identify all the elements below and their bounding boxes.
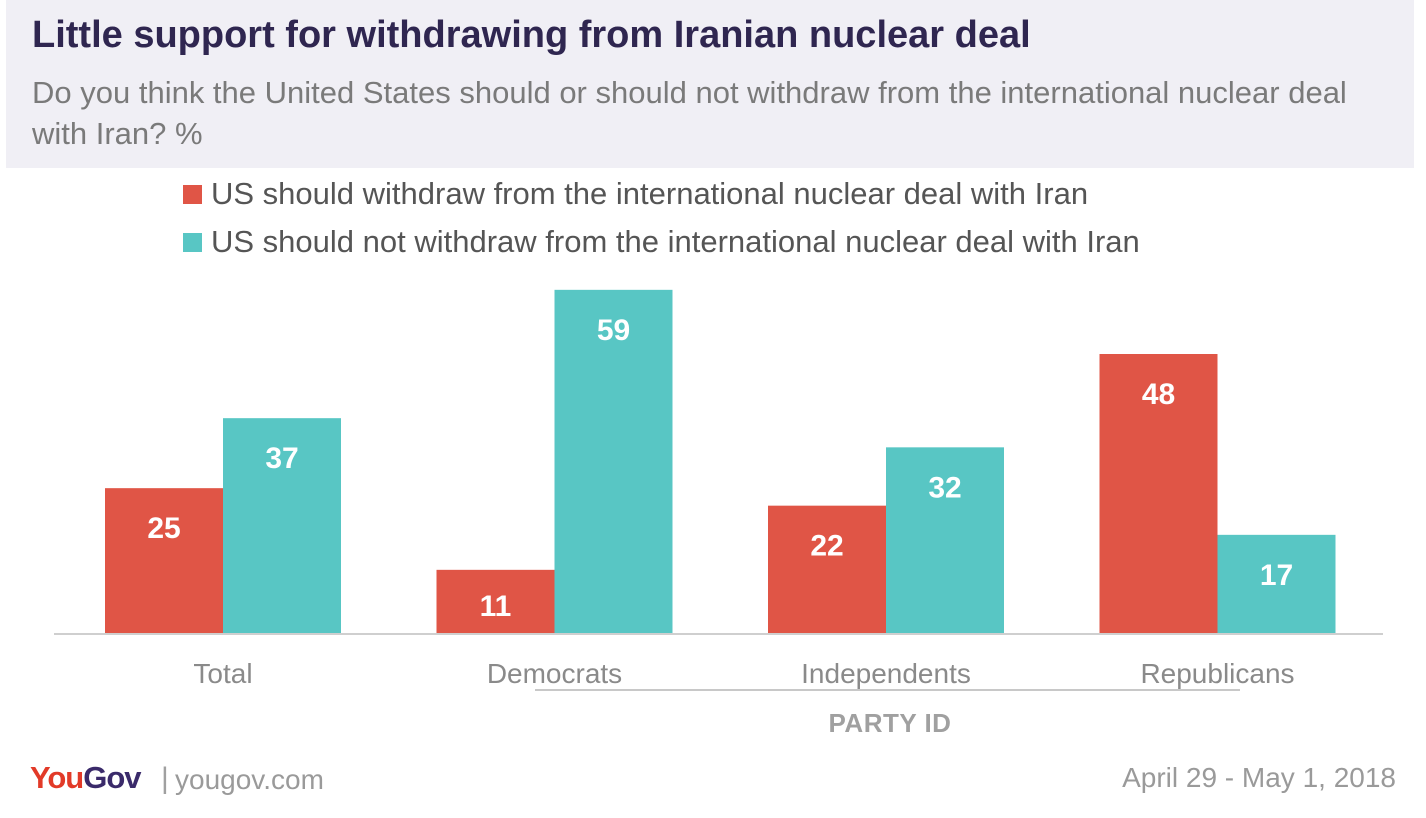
legend-swatch-not-withdraw <box>183 232 202 252</box>
x-axis-title: PARTY ID <box>828 708 952 738</box>
yougov-logo-you: You <box>30 760 84 795</box>
x-tick-label-total: Total <box>193 658 252 689</box>
value-label-republicans-series-2: 17 <box>1260 559 1293 592</box>
bar-democrats-series-2 <box>554 289 673 634</box>
value-label-democrats-series-2: 59 <box>597 314 630 347</box>
value-label-independents-series-1: 22 <box>810 530 843 563</box>
footer-date: April 29 - May 1, 2018 <box>1122 762 1396 793</box>
header-panel: Little support for withdrawing from Iran… <box>6 0 1414 168</box>
legend-item-not-withdraw: US should not withdraw from the internat… <box>183 218 1140 266</box>
bar-total-series-1 <box>105 488 223 634</box>
chart-title: Little support for withdrawing from Iran… <box>32 14 1031 56</box>
x-tick-labels: Total Democrats Independents Republicans <box>193 658 1294 689</box>
yougov-logo: YouGov <box>30 760 142 796</box>
chart-subtitle: Do you think the United States should or… <box>32 75 1347 151</box>
legend-label-not-withdraw: US should not withdraw from the internat… <box>211 224 1140 259</box>
legend-item-withdraw: US should withdraw from the internationa… <box>183 170 1140 218</box>
footer-url: yougov.com <box>175 764 324 795</box>
value-label-democrats-series-1: 11 <box>480 590 512 623</box>
value-label-independents-series-2: 32 <box>928 471 961 504</box>
x-tick-label-independents: Independents <box>801 658 971 689</box>
value-label-republicans-series-1: 48 <box>1142 378 1175 411</box>
bar-total-series-2 <box>223 418 341 634</box>
legend-swatch-withdraw <box>183 184 202 204</box>
yougov-logo-gov: Gov <box>83 760 141 795</box>
bar-independents-series-1 <box>768 505 886 634</box>
bars-group: 25 37 11 59 22 32 48 17 <box>105 289 1336 634</box>
footer-separator: | <box>161 762 169 795</box>
bar-republicans-series-1 <box>1099 354 1218 634</box>
x-tick-label-republicans: Republicans <box>1140 658 1294 689</box>
value-label-total-series-1: 25 <box>147 512 180 545</box>
bar-independents-series-2 <box>886 447 1004 634</box>
value-label-total-series-2: 37 <box>265 442 298 475</box>
bar-republicans-series-2 <box>1217 534 1336 634</box>
bar-democrats-series-1 <box>436 569 555 634</box>
legend-label-withdraw: US should withdraw from the internationa… <box>211 176 1089 211</box>
legend: US should withdraw from the internationa… <box>183 170 1140 266</box>
x-tick-label-democrats: Democrats <box>487 658 622 689</box>
